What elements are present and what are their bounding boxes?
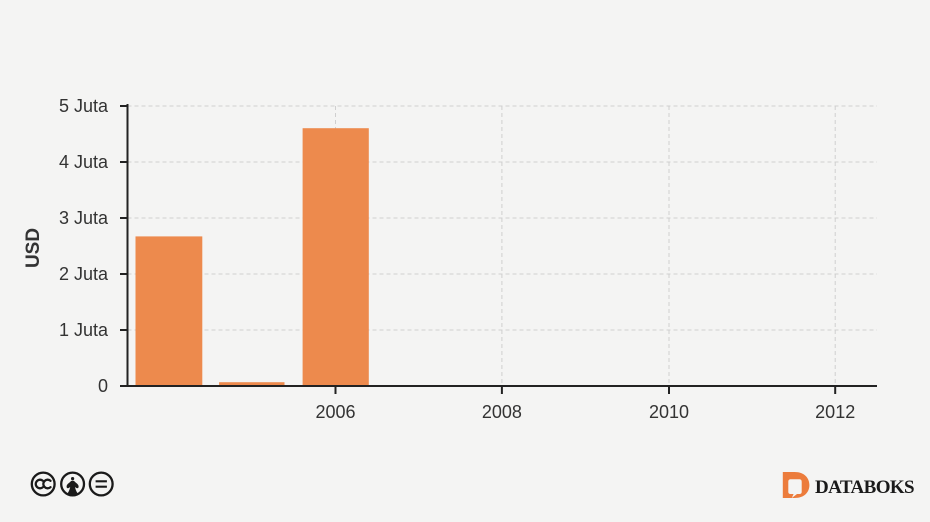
svg-text:1 Juta: 1 Juta: [59, 320, 109, 340]
svg-text:2012: 2012: [815, 402, 855, 422]
svg-text:USD: USD: [23, 228, 44, 268]
svg-text:3 Juta: 3 Juta: [59, 208, 109, 228]
svg-text:2008: 2008: [482, 402, 522, 422]
svg-text:2010: 2010: [649, 402, 689, 422]
svg-text:2 Juta: 2 Juta: [59, 264, 109, 284]
svg-text:DATABOKS: DATABOKS: [815, 477, 914, 498]
svg-text:4 Juta: 4 Juta: [59, 152, 109, 172]
svg-text:0: 0: [98, 376, 108, 396]
svg-text:2006: 2006: [315, 402, 355, 422]
svg-text:5 Juta: 5 Juta: [59, 96, 109, 116]
